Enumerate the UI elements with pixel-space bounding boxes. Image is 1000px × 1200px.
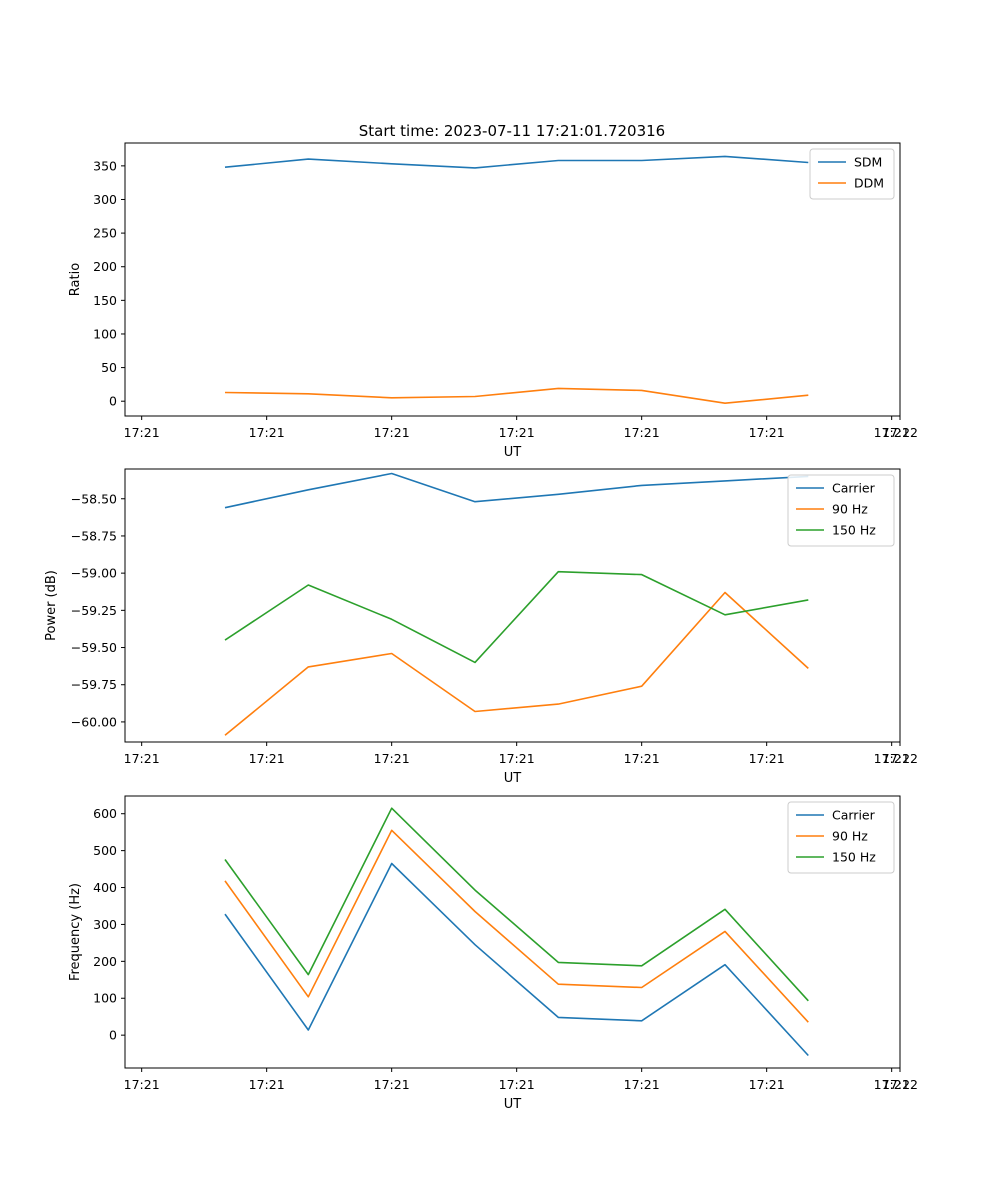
series-line-150-hz [224,570,809,664]
y-tick-label: −59.25 [71,603,117,618]
legend: Carrier 90 Hz 150 Hz [787,474,895,547]
x-tick-label: 17:21 [874,425,910,440]
x-tick-label: 17:21 [124,425,160,440]
y-tick-label: −58.75 [71,528,117,543]
x-tick-label: 17:21 [749,425,785,440]
x-tick-label: 17:21 [874,1077,910,1092]
figure-title: Start time: 2023-07-11 17:21:01.720316 [359,122,665,140]
legend-label: SDM [854,155,882,170]
series-line-carrier [224,472,809,509]
y-axis-label: Frequency (Hz) [68,883,83,981]
y-tick-label: 400 [93,880,117,895]
y-axis-label: Ratio [68,263,83,296]
series-line-90-hz [224,829,809,1023]
series-line-150-hz [224,807,809,1002]
x-tick-label: 17:21 [124,751,160,766]
y-tick-label: 50 [101,360,117,375]
axes-frame [124,795,901,1069]
y-tick-label: 300 [93,192,117,207]
x-tick-label: 17:21 [374,425,410,440]
x-tick-label: 17:21 [499,751,535,766]
x-tick-label: 17:22 [882,751,918,766]
legend: Carrier 90 Hz 150 Hz [787,801,895,874]
legend-label: Carrier [832,808,876,823]
legend-label: 90 Hz [832,502,868,517]
y-tick-label: 200 [93,259,117,274]
x-tick-label: 17:21 [374,1077,410,1092]
x-tick-label: 17:21 [249,751,285,766]
axes-frame [124,142,901,417]
x-tick-label: 17:21 [624,751,660,766]
x-axis-label: UT [504,1097,522,1112]
y-tick-label: 200 [93,954,117,969]
y-tick-label: 250 [93,226,117,241]
x-tick-label: 17:21 [499,425,535,440]
legend-box [787,801,895,874]
y-tick-label: −59.00 [71,566,117,581]
legend-label: DDM [854,176,884,191]
legend-label: 150 Hz [832,523,876,538]
chart-2: −60.00 −59.75 −59.50 −59.25 −59.00 −58.75 −58.… [44,468,918,786]
x-tick-label: 17:21 [749,751,785,766]
y-tick-label: 150 [93,293,117,308]
series-line-sdm [224,155,809,169]
x-tick-label: 17:22 [882,1077,918,1092]
y-tick-label: −59.75 [71,677,117,692]
axes-frame [124,468,901,743]
series-line-ddm [224,387,809,405]
x-tick-label: 17:21 [874,751,910,766]
x-tick-label: 17:21 [249,425,285,440]
y-tick-label: 100 [93,991,117,1006]
legend-label: 90 Hz [832,829,868,844]
x-tick-label: 17:21 [499,1077,535,1092]
y-tick-label: 600 [93,806,117,821]
legend-label: Carrier [832,481,876,496]
y-axis-label: Power (dB) [44,570,59,641]
x-tick-label: 17:22 [882,425,918,440]
y-tick-label: −60.00 [71,714,117,729]
x-tick-label: 17:21 [374,751,410,766]
y-tick-label: 100 [93,326,117,341]
y-tick-label: 300 [93,917,117,932]
y-tick-label: 500 [93,843,117,858]
y-tick-label: 0 [109,394,117,409]
x-tick-label: 17:21 [249,1077,285,1092]
y-tick-label: 350 [93,158,117,173]
x-axis-label: UT [504,771,522,786]
y-tick-label: 0 [109,1028,117,1043]
y-tick-label: −59.50 [71,640,117,655]
x-tick-label: 17:21 [624,1077,660,1092]
series-line-carrier [224,862,809,1057]
x-axis-label: UT [504,445,522,460]
legend: SDM DDM [809,148,895,200]
legend-box [787,474,895,547]
x-tick-label: 17:21 [124,1077,160,1092]
legend-label: 150 Hz [832,850,876,865]
x-tick-label: 17:21 [624,425,660,440]
y-tick-label: −58.50 [71,491,117,506]
x-tick-label: 17:21 [749,1077,785,1092]
